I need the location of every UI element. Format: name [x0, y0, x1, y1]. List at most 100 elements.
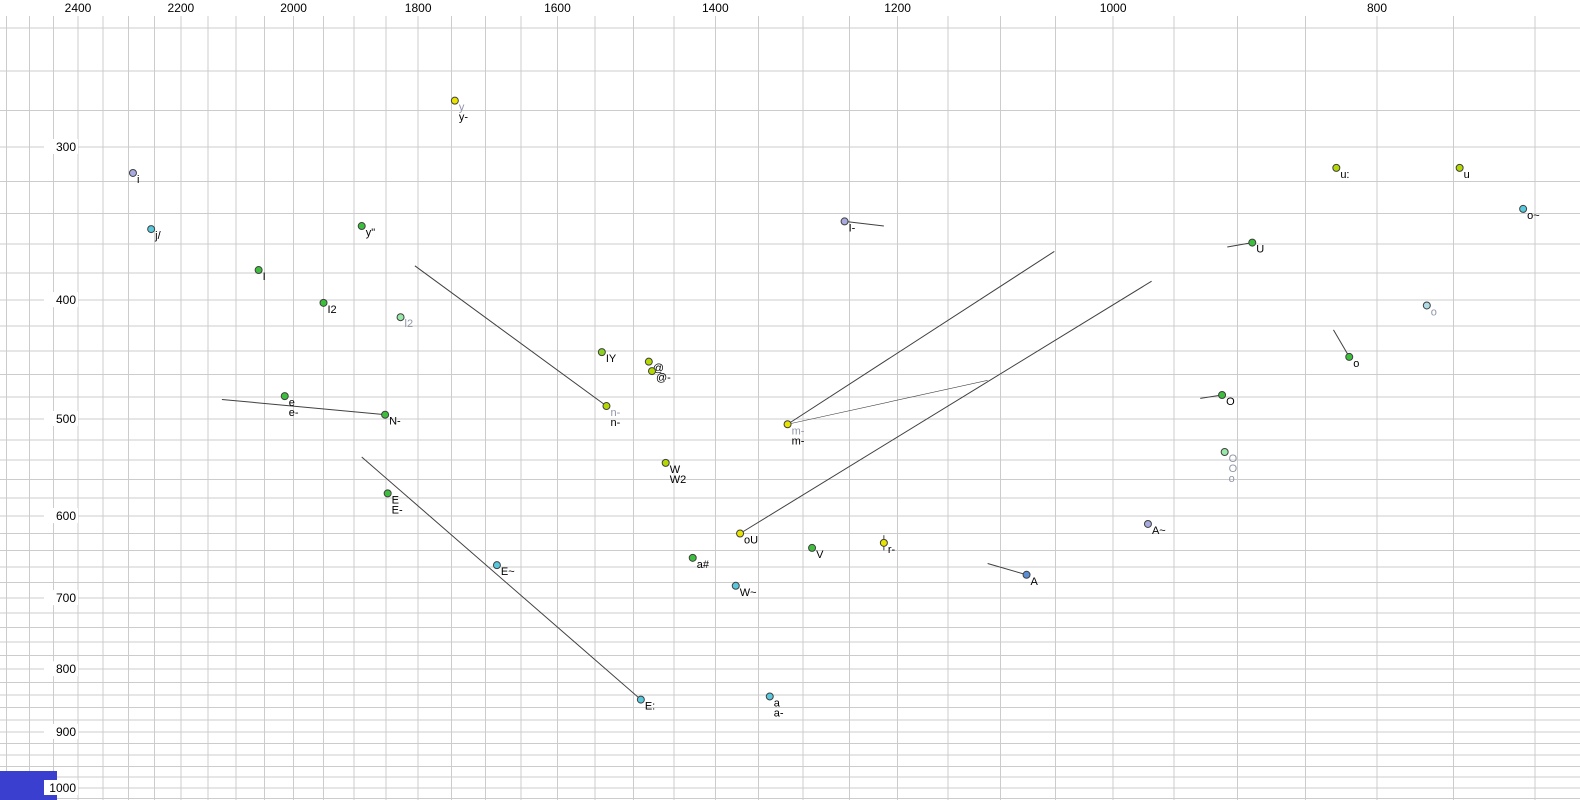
y-tick-label: 300 — [56, 140, 76, 154]
y-tick-label: 400 — [56, 293, 76, 307]
y-tick-patch — [44, 410, 78, 426]
x-tick-label: 1400 — [702, 1, 729, 15]
data-point[interactable] — [840, 217, 849, 226]
trajectory-line — [414, 265, 607, 407]
data-point[interactable] — [357, 222, 366, 231]
data-point[interactable] — [147, 225, 156, 234]
y-tick-patch — [44, 780, 78, 795]
point-label: e — [289, 397, 295, 409]
point-label: n- — [610, 407, 620, 419]
data-point[interactable] — [319, 298, 328, 307]
point-label: o — [1353, 358, 1359, 370]
data-point[interactable] — [492, 561, 501, 570]
data-point[interactable] — [602, 402, 611, 411]
data-point[interactable] — [597, 348, 606, 357]
point-label: i — [137, 174, 139, 186]
point-label: o — [1229, 473, 1235, 485]
x-tick-label: 800 — [1367, 1, 1387, 15]
y-tick-label: 800 — [56, 662, 76, 676]
data-point[interactable] — [783, 420, 792, 429]
point-label: y- — [459, 112, 469, 124]
data-point[interactable] — [381, 410, 390, 419]
data-point[interactable] — [636, 695, 645, 704]
point-label: N- — [389, 416, 401, 428]
point-label: @ — [653, 363, 664, 375]
data-point[interactable] — [1220, 447, 1229, 456]
data-point[interactable] — [688, 553, 697, 562]
point-label: n- — [610, 417, 620, 429]
point-label: E — [392, 494, 399, 506]
x-tick-label: 1000 — [1100, 1, 1127, 15]
y-tick-patch — [44, 292, 78, 308]
point-label: y" — [366, 227, 376, 239]
point-label: @- — [656, 372, 671, 384]
x-tick-label: 2200 — [168, 1, 195, 15]
data-point[interactable] — [383, 489, 392, 498]
data-point[interactable] — [128, 168, 137, 177]
trajectory-line — [361, 456, 642, 700]
x-tick-label: 2000 — [280, 1, 307, 15]
data-point[interactable] — [644, 357, 653, 366]
data-point[interactable] — [1143, 519, 1152, 528]
data-point[interactable] — [1345, 352, 1354, 361]
data-point[interactable] — [280, 392, 289, 401]
trajectory-line — [221, 398, 386, 416]
point-label: A — [1031, 576, 1039, 588]
data-point[interactable] — [731, 581, 740, 590]
data-point[interactable] — [879, 538, 888, 547]
y-tick-label: 900 — [56, 725, 76, 739]
data-point[interactable] — [396, 313, 405, 322]
trajectory-line — [987, 563, 1027, 576]
data-point[interactable] — [648, 367, 657, 376]
x-axis-band — [0, 0, 1580, 16]
x-tick-label: 2400 — [65, 1, 92, 15]
y-tick-label: 700 — [56, 591, 76, 605]
trajectory-line — [1333, 329, 1350, 358]
x-tick-label: 1600 — [544, 1, 571, 15]
y-tick-label: 500 — [56, 412, 76, 426]
point-label: e- — [289, 407, 299, 419]
data-point[interactable] — [1519, 204, 1528, 213]
data-point[interactable] — [254, 266, 263, 275]
trajectory-line — [787, 380, 988, 425]
data-point[interactable] — [1022, 570, 1031, 579]
point-label: a- — [774, 707, 784, 719]
y-tick-label: 1000 — [49, 781, 76, 795]
data-point[interactable] — [1455, 163, 1464, 172]
point-label: A~ — [1152, 525, 1166, 537]
point-label: a# — [697, 559, 710, 571]
data-point[interactable] — [736, 529, 745, 538]
point-label: j/ — [154, 230, 161, 242]
trajectory-line — [787, 250, 1055, 425]
data-point[interactable] — [1422, 301, 1431, 310]
data-point[interactable] — [1218, 391, 1227, 400]
point-label: a — [774, 697, 781, 709]
y-tick-patch — [44, 723, 78, 739]
data-point[interactable] — [765, 692, 774, 701]
point-label: W2 — [670, 474, 687, 486]
point-label: E: — [645, 701, 655, 713]
point-label: V — [816, 549, 824, 561]
point-label: IY — [606, 353, 617, 365]
data-point[interactable] — [808, 543, 817, 552]
point-label: m- — [792, 425, 805, 437]
point-label: l2 — [405, 318, 414, 330]
trajectory-line — [1227, 242, 1253, 248]
point-label: r- — [888, 544, 896, 556]
trajectory-line — [739, 280, 1152, 534]
point-label: E- — [392, 504, 403, 516]
y-tick-patch — [44, 139, 78, 154]
point-label: u — [1464, 169, 1470, 181]
x-tick-label: 1200 — [884, 1, 911, 15]
y-tick-patch — [44, 508, 78, 524]
point-label: o — [1431, 306, 1437, 318]
point-label: I- — [849, 222, 856, 234]
point-label: O — [1229, 453, 1238, 465]
y-tick-patch — [44, 590, 78, 606]
data-point[interactable] — [661, 458, 670, 467]
data-point[interactable] — [1332, 163, 1341, 172]
data-point[interactable] — [450, 96, 459, 105]
point-label: U — [1256, 244, 1264, 256]
data-point[interactable] — [1248, 238, 1257, 247]
